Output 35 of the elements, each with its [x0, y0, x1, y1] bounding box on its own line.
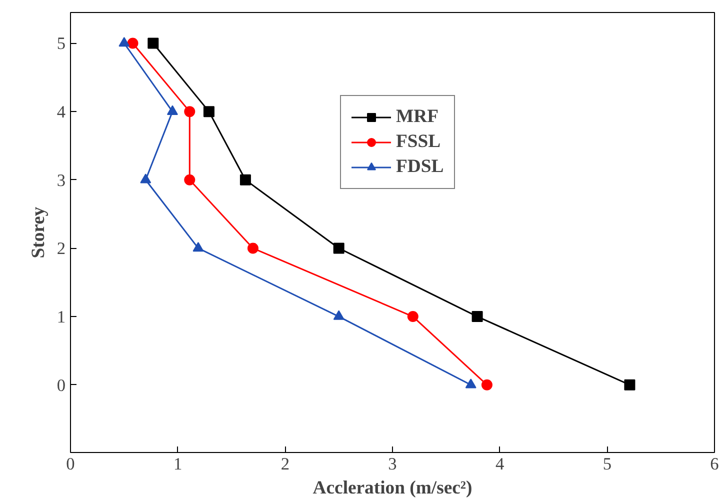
- point: [118, 36, 130, 47]
- x-tick-label: 2: [280, 454, 290, 474]
- point: [127, 38, 138, 49]
- point: [481, 379, 492, 390]
- x-tick-label: 3: [388, 454, 397, 474]
- point: [472, 311, 483, 322]
- point: [184, 174, 196, 186]
- point: [148, 38, 159, 49]
- y-tick-label: 3: [56, 170, 66, 190]
- legend-label: FDSL: [396, 156, 444, 178]
- point: [247, 242, 258, 254]
- y-tick-label: 4: [56, 102, 66, 122]
- y-tick-label: 0: [56, 376, 66, 395]
- y-tick-label: 2: [56, 239, 66, 258]
- legend-label: FSSL: [396, 131, 441, 153]
- x-axis-title: Accleration (m/sec²): [312, 478, 472, 498]
- x-tick-label: 5: [602, 454, 612, 474]
- y-axis-title: Storey: [28, 206, 49, 258]
- point: [333, 242, 344, 254]
- point: [184, 106, 196, 118]
- y-tick-label: 5: [56, 34, 66, 54]
- x-tick-label: 4: [496, 454, 504, 474]
- point: [407, 311, 418, 322]
- y-tick-label: 1: [56, 308, 66, 327]
- point: [240, 174, 251, 186]
- point: [166, 105, 178, 115]
- point: [465, 378, 476, 388]
- point: [624, 379, 636, 390]
- x-tick-label: 1: [174, 454, 182, 474]
- point: [203, 106, 214, 118]
- point: [192, 242, 204, 252]
- point: [333, 310, 344, 320]
- point: [140, 174, 152, 184]
- legend-label: MRF: [396, 106, 438, 128]
- x-tick-label: 6: [710, 454, 720, 474]
